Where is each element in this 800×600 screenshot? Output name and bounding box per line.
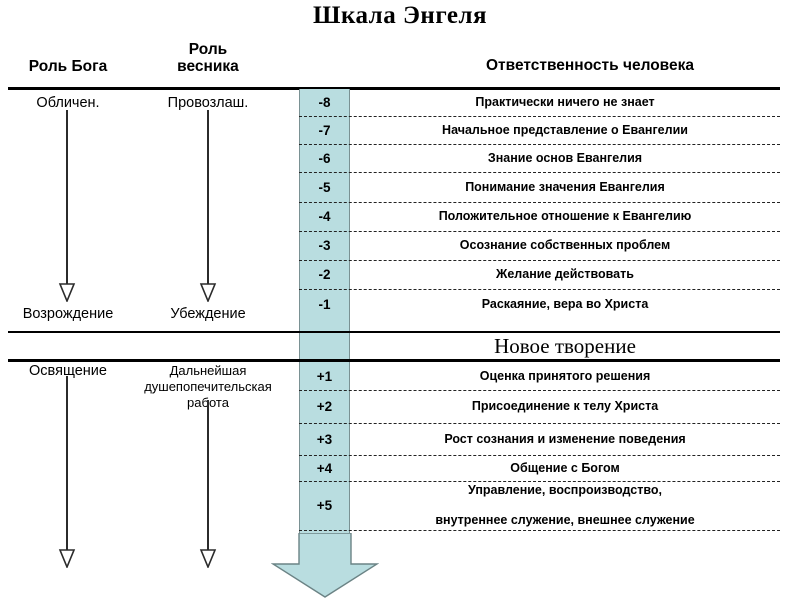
table-row: -4 Положительное отношение к Евангелию <box>299 202 780 231</box>
row-description: Знание основ Евангелия <box>487 150 643 165</box>
table-row: -3 Осознание собственных проблем <box>299 231 780 260</box>
label-provozlash: Провозлаш. <box>167 95 249 111</box>
row-description: Понимание значения Евангелия <box>465 179 665 194</box>
label-dalneishaya-line1: Дальнейшая <box>169 363 247 378</box>
row-scale-value: -6 <box>318 150 331 166</box>
row-separator <box>299 202 780 203</box>
row-separator <box>299 481 780 482</box>
table-row: -7 Начальное представление о Евангелии <box>299 116 780 144</box>
table-row: -6 Знание основ Евангелия <box>299 144 780 172</box>
label-dalneishaya-rabota: Дальнейшая душепопечительская работа <box>136 363 280 411</box>
row-description: Общение с Богом <box>510 460 620 475</box>
row-scale-value: +5 <box>316 498 333 513</box>
row-description: Практически ничего не знает <box>475 95 655 109</box>
row-description: Положительное отношение к Евангелию <box>438 209 692 223</box>
row-description: Рост сознания и изменение поведения <box>444 431 686 446</box>
row-scale-value: -1 <box>318 297 331 312</box>
row-scale-value: +2 <box>316 399 333 414</box>
row-description: Осознание собственных проблем <box>459 238 671 252</box>
table-row: -1 Раскаяние, вера во Христа <box>299 289 780 320</box>
label-oblichen: Обличен. <box>36 95 100 111</box>
scale-column-background <box>299 89 350 535</box>
row-description: Оценка принятого решения <box>479 368 651 383</box>
row-separator <box>299 260 780 261</box>
row-scale-value: +1 <box>316 368 333 384</box>
row-description: Управление, воспроизводство, внутреннее … <box>350 481 780 530</box>
row-separator <box>299 455 780 456</box>
row-description: Желание действовать <box>496 267 634 281</box>
messenger-role-lower-arrow-icon <box>199 400 217 568</box>
label-dalneishaya-line2: душепопечительская <box>144 379 272 394</box>
god-role-upper-arrow-icon <box>58 110 76 302</box>
row-description-line2: внутреннее служение, внешнее служение <box>435 513 695 527</box>
column-header-messenger-role-line2: весника <box>177 58 239 75</box>
row-description-line1: Управление, воспроизводство, <box>468 483 662 497</box>
row-scale-value: -8 <box>318 95 331 110</box>
row-scale-value: +4 <box>316 460 333 476</box>
row-separator <box>299 530 780 531</box>
column-header-messenger-role-line1: Роль <box>188 41 228 58</box>
row-description: Начальное представление о Евангелии <box>442 122 688 137</box>
row-scale-value: +3 <box>316 431 333 447</box>
row-scale-value: -2 <box>318 267 331 282</box>
table-row: -8 Практически ничего не знает <box>299 89 780 116</box>
scale-down-block-arrow-icon <box>271 533 379 598</box>
row-separator <box>299 172 780 173</box>
god-role-lower-arrow-icon <box>58 376 76 568</box>
table-row: -5 Понимание значения Евангелия <box>299 172 780 202</box>
row-scale-value: -7 <box>318 122 331 138</box>
table-row: +5 Управление, воспроизводство, внутренн… <box>299 481 780 530</box>
row-scale-value: -4 <box>318 209 331 224</box>
new-creation-bottom-rule <box>8 359 780 362</box>
row-separator <box>299 289 780 290</box>
row-separator <box>299 423 780 424</box>
new-creation-top-rule <box>8 331 780 333</box>
table-row: +4 Общение с Богом <box>299 455 780 481</box>
row-description: Присоединение к телу Христа <box>471 399 659 413</box>
header-divider-rule <box>8 87 780 90</box>
row-description: Раскаяние, вера во Христа <box>481 297 649 311</box>
table-row: +1 Оценка принятого решения <box>299 362 780 390</box>
label-osvyashchenie: Освящение <box>29 363 107 379</box>
row-separator <box>299 144 780 145</box>
row-scale-value: -5 <box>318 179 331 195</box>
page-title: Шкала Энгеля <box>312 2 487 29</box>
table-row: +2 Присоединение к телу Христа <box>299 390 780 423</box>
label-vozrozhdenie: Возрождение <box>22 306 114 322</box>
new-creation-label: Новое творение <box>494 333 636 358</box>
row-separator <box>299 116 780 117</box>
table-row: -2 Желание действовать <box>299 260 780 289</box>
column-header-human-responsibility: Ответственность человека <box>485 57 695 74</box>
table-row: +3 Рост сознания и изменение поведения <box>299 423 780 455</box>
row-separator <box>299 390 780 391</box>
column-header-god-role: Роль Бога <box>28 58 108 75</box>
column-header-messenger-role: Роль весника <box>148 41 268 75</box>
label-ubezhdenie: Убеждение <box>170 306 246 322</box>
messenger-role-upper-arrow-icon <box>199 110 217 302</box>
row-scale-value: -3 <box>318 238 331 253</box>
row-separator <box>299 231 780 232</box>
